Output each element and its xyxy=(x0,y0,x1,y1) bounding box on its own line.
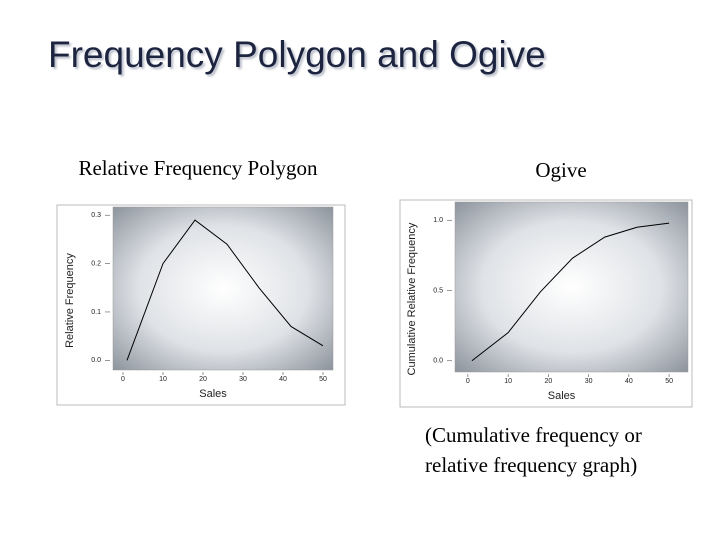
x-tick-label: 20 xyxy=(199,376,207,383)
y-tick-label: 0.0 xyxy=(433,358,443,365)
caption: (Cumulative frequency or relative freque… xyxy=(425,423,642,477)
y-axis-label: Cumulative Relative Frequency xyxy=(406,222,418,375)
y-tick-label: 1.0 xyxy=(433,217,443,224)
y-tick-label: 0.5 xyxy=(433,287,443,294)
x-tick-label: 40 xyxy=(625,378,633,385)
x-tick-label: 50 xyxy=(665,378,673,385)
x-axis-label: Sales xyxy=(199,388,227,400)
x-tick-label: 50 xyxy=(319,376,327,383)
y-tick-label: 0.0 xyxy=(91,357,101,364)
x-tick-label: 0 xyxy=(121,376,125,383)
x-tick-label: 20 xyxy=(544,378,552,385)
x-tick-label: 0 xyxy=(466,378,470,385)
plot-area xyxy=(112,206,334,371)
y-axis-label: Relative Frequency xyxy=(64,253,76,348)
data-line xyxy=(471,222,670,362)
y-tick-label: 0.2 xyxy=(91,260,101,267)
x-tick-label: 30 xyxy=(585,378,593,385)
x-tick-label: 40 xyxy=(279,376,287,383)
x-tick-label: 30 xyxy=(239,376,247,383)
chart-title: Relative Frequency Polygon xyxy=(78,156,318,180)
chart-title: Ogive xyxy=(535,158,586,182)
x-tick-label: 10 xyxy=(159,376,167,383)
y-tick-label: 0.1 xyxy=(91,309,101,316)
data-line xyxy=(126,219,324,361)
y-tick-label: 0.3 xyxy=(91,212,101,219)
x-axis-label: Sales xyxy=(548,390,576,402)
slide-title: Frequency Polygon and Ogive xyxy=(48,34,546,75)
x-tick-label: 10 xyxy=(504,378,512,385)
